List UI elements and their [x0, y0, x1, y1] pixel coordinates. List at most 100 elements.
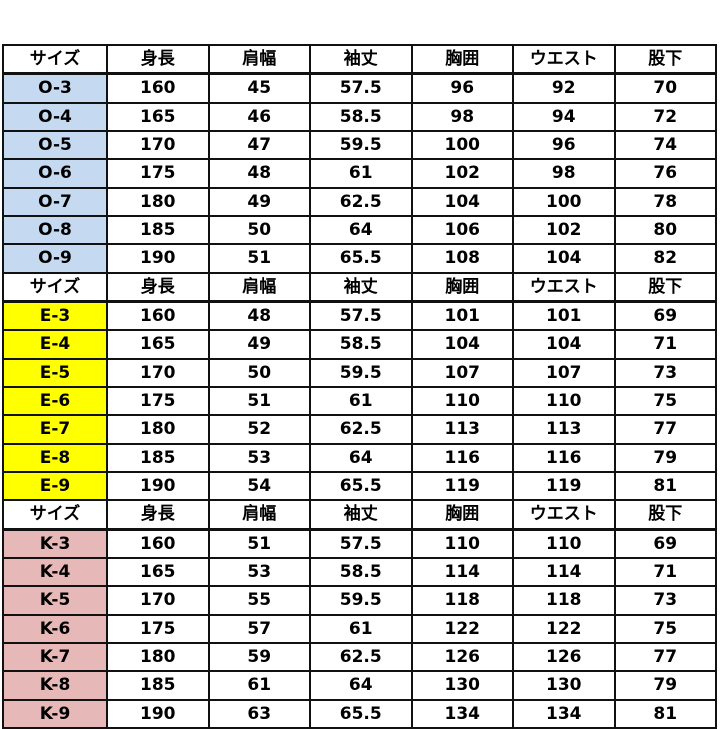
value-cell: 185 [106, 670, 210, 701]
value-cell: 134 [512, 698, 616, 729]
header-cell: 肩幅 [207, 499, 311, 531]
value-cell: 160 [106, 528, 210, 559]
value-cell: 54 [207, 470, 311, 502]
header-cell: 股下 [613, 271, 717, 303]
size-cell: K-8 [2, 670, 108, 701]
value-cell: 126 [512, 641, 616, 673]
value-cell: 55 [207, 585, 311, 616]
value-cell: 116 [410, 442, 514, 473]
value-cell: 82 [613, 243, 717, 274]
value-cell: 107 [512, 357, 616, 388]
header-cell: 身長 [106, 44, 210, 76]
size-cell: E-5 [2, 357, 108, 388]
value-cell: 70 [613, 72, 717, 104]
value-cell: 101 [512, 300, 616, 332]
value-cell: 119 [512, 470, 616, 502]
value-cell: 107 [410, 357, 514, 388]
value-cell: 101 [410, 300, 514, 332]
value-cell: 106 [410, 214, 514, 246]
value-cell: 165 [106, 556, 210, 588]
size-cell: K-4 [2, 556, 108, 588]
value-cell: 57.5 [309, 300, 413, 332]
size-cell: O-7 [2, 186, 108, 217]
header-cell: 胸囲 [410, 44, 514, 76]
value-cell: 64 [309, 670, 413, 701]
value-cell: 62.5 [309, 186, 413, 217]
value-cell: 81 [613, 698, 717, 729]
value-cell: 57.5 [309, 72, 413, 104]
value-cell: 63 [207, 698, 311, 729]
value-cell: 126 [410, 641, 514, 673]
value-cell: 190 [106, 243, 210, 274]
size-chart-table: サイズ 身長 肩幅 袖丈 胸囲 ウエスト 股下 O-3 160 45 57.5 96 92 70 O-4 16… [2, 44, 717, 729]
size-cell: K-3 [2, 528, 108, 559]
value-cell: 59.5 [309, 357, 413, 388]
table-row: K-3 160 51 57.5 110 110 69 [2, 528, 717, 559]
size-cell: O-8 [2, 214, 108, 246]
value-cell: 165 [106, 101, 210, 132]
header-cell: 胸囲 [410, 499, 514, 531]
value-cell: 100 [410, 129, 514, 161]
table-row: K-8 185 61 64 130 130 79 [2, 670, 717, 701]
size-cell: E-3 [2, 300, 108, 332]
value-cell: 59.5 [309, 585, 413, 616]
size-cell: E-8 [2, 442, 108, 473]
value-cell: 110 [410, 385, 514, 417]
value-cell: 185 [106, 442, 210, 473]
value-cell: 75 [613, 385, 717, 417]
value-cell: 98 [512, 158, 616, 189]
table-row: K-7 180 59 62.5 126 126 77 [2, 641, 717, 673]
value-cell: 134 [410, 698, 514, 729]
header-cell: 肩幅 [207, 44, 311, 76]
value-cell: 45 [207, 72, 311, 104]
value-cell: 108 [410, 243, 514, 274]
table-row: E-6 175 51 61 110 110 75 [2, 385, 717, 417]
value-cell: 190 [106, 698, 210, 729]
value-cell: 175 [106, 613, 210, 644]
value-cell: 94 [512, 101, 616, 132]
value-cell: 57.5 [309, 528, 413, 559]
size-cell: O-5 [2, 129, 108, 161]
size-cell: O-4 [2, 101, 108, 132]
value-cell: 48 [207, 300, 311, 332]
header-cell: ウエスト [512, 271, 616, 303]
value-cell: 170 [106, 585, 210, 616]
table-row: O-4 165 46 58.5 98 94 72 [2, 101, 717, 132]
table-row: E-4 165 49 58.5 104 104 71 [2, 329, 717, 360]
value-cell: 104 [410, 186, 514, 217]
value-cell: 96 [410, 72, 514, 104]
size-cell: E-4 [2, 329, 108, 360]
value-cell: 113 [512, 414, 616, 445]
value-cell: 130 [410, 670, 514, 701]
size-cell: E-7 [2, 414, 108, 445]
size-cell: K-6 [2, 613, 108, 644]
value-cell: 53 [207, 442, 311, 473]
value-cell: 110 [512, 528, 616, 559]
value-cell: 62.5 [309, 641, 413, 673]
value-cell: 180 [106, 186, 210, 217]
header-cell: サイズ [2, 499, 108, 531]
value-cell: 73 [613, 585, 717, 616]
value-cell: 122 [410, 613, 514, 644]
size-cell: E-9 [2, 470, 108, 502]
value-cell: 71 [613, 556, 717, 588]
value-cell: 51 [207, 528, 311, 559]
header-cell: 袖丈 [309, 499, 413, 531]
table-row: K-4 165 53 58.5 114 114 71 [2, 556, 717, 588]
header-cell: サイズ [2, 271, 108, 303]
value-cell: 165 [106, 329, 210, 360]
value-cell: 64 [309, 442, 413, 473]
value-cell: 61 [309, 613, 413, 644]
value-cell: 79 [613, 670, 717, 701]
value-cell: 59 [207, 641, 311, 673]
header-cell: 袖丈 [309, 44, 413, 76]
table-row: O-5 170 47 59.5 100 96 74 [2, 129, 717, 161]
value-cell: 113 [410, 414, 514, 445]
size-cell: O-9 [2, 243, 108, 274]
value-cell: 114 [512, 556, 616, 588]
value-cell: 170 [106, 129, 210, 161]
value-cell: 46 [207, 101, 311, 132]
table-row: K-6 175 57 61 122 122 75 [2, 613, 717, 644]
table-row: K-9 190 63 65.5 134 134 81 [2, 698, 717, 729]
table-row: O-8 185 50 64 106 102 80 [2, 214, 717, 246]
